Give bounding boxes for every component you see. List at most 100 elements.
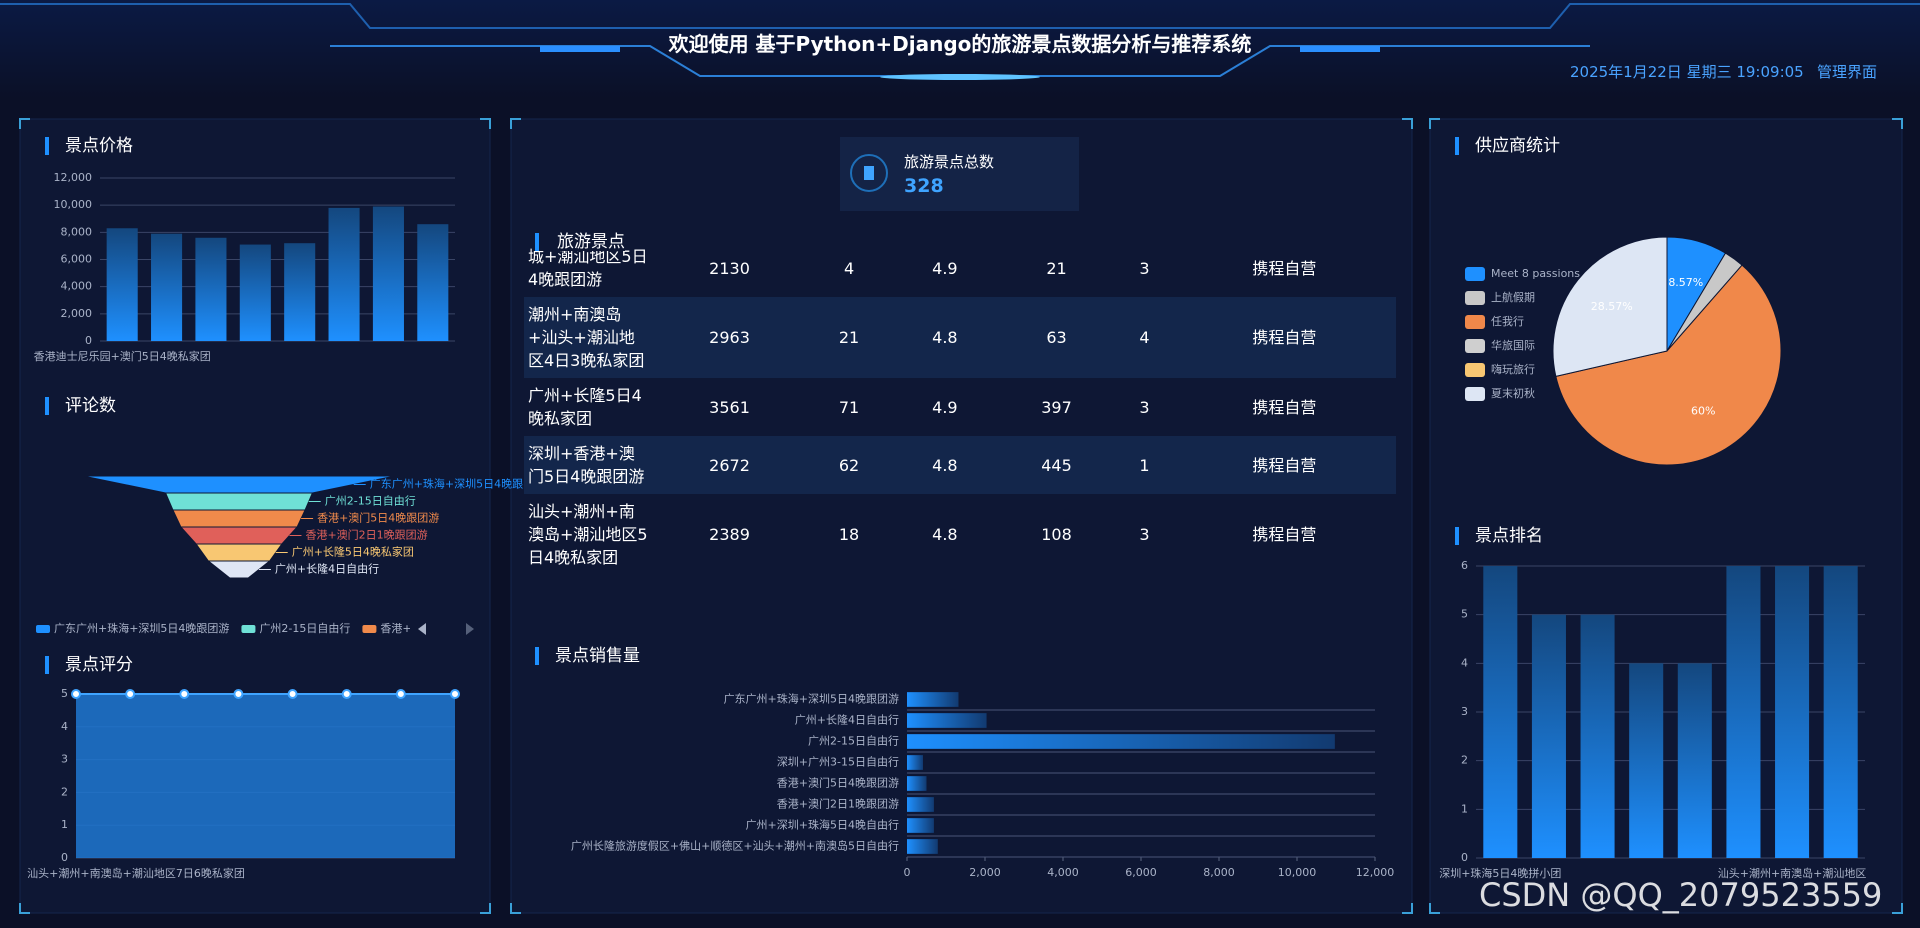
legend-label: 嗨玩旅行 <box>1491 362 1535 376</box>
table-cell: 108 <box>1041 525 1072 544</box>
bar <box>417 224 449 341</box>
funnel-label: 香港+澳门2日1晚跟团游 <box>305 528 427 542</box>
table-cell: 4 <box>1139 328 1150 347</box>
y-tick-label: 12,000 <box>54 171 93 184</box>
stat-value: 328 <box>904 175 944 197</box>
funnel-section <box>195 543 283 562</box>
x-tick-label: 0 <box>904 866 911 879</box>
table-cell: 2389 <box>709 525 750 544</box>
funnel-label: 广州+长隆5日4晚私家团 <box>292 545 414 559</box>
table-cell: 携程自营 <box>1252 455 1317 475</box>
y-category-label: 广州2-15日自由行 <box>808 734 899 748</box>
legend-swatch <box>1465 267 1485 281</box>
point <box>287 689 298 699</box>
legend-swatch <box>362 625 377 633</box>
table-cell: 18 <box>838 525 860 544</box>
bar <box>372 206 404 341</box>
y-tick-label: 0 <box>85 334 92 347</box>
title-marker <box>45 656 49 674</box>
point <box>233 689 244 699</box>
admin-link[interactable]: 管理界面 <box>1817 63 1878 81</box>
x-tick-label: 10,000 <box>1278 866 1317 879</box>
panel-corners <box>19 118 1903 914</box>
point <box>179 689 190 699</box>
table-title: 旅游景点 <box>535 233 625 251</box>
table-row: 广州+长隆5日4晚私家团 3561 71 4.9 397 3 携程自营 <box>524 378 1396 436</box>
y-tick-label: 5 <box>61 687 68 700</box>
table-cell: 2672 <box>709 455 750 475</box>
bar <box>907 713 987 728</box>
bar <box>328 207 360 341</box>
bar <box>284 243 316 341</box>
table-cell: 4.8 <box>932 525 958 544</box>
bar <box>1726 566 1761 858</box>
legend-swatch <box>1465 363 1485 377</box>
legend-label: 华旅国际 <box>1491 338 1535 352</box>
title-marker <box>535 647 539 665</box>
x-category-label: 深圳+珠海5日4晚拼小团 <box>1439 866 1561 880</box>
table-row: 潮州+南澳岛+汕头+潮汕地区4日3晚私家团 2963 21 4.8 63 4 携程自营 <box>524 297 1396 378</box>
legend-swatch <box>36 625 50 633</box>
y-tick-label: 10,000 <box>54 198 93 211</box>
y-tick-label: 2 <box>61 785 68 798</box>
legend-label: 香港+澳门5日4晚跟团游 <box>380 621 502 635</box>
pie-label: 28.57% <box>1591 300 1633 313</box>
legend-label: 上航假期 <box>1491 290 1535 304</box>
funnel-label: 广东广州+珠海+深圳5日4晚跟团游 <box>370 477 545 491</box>
x-tick-label: 12,000 <box>1356 866 1395 879</box>
panel-title: 评论数 <box>65 396 116 416</box>
y-category-label: 广州+深圳+珠海5日4晚自由行 <box>746 818 899 832</box>
point <box>71 689 81 699</box>
y-category-label: 广州长隆旅游度假区+佛山+顺德区+汕头+潮州+南澳岛5日自由行 <box>571 839 899 853</box>
bar <box>106 228 138 341</box>
y-tick-label: 1 <box>1461 802 1468 815</box>
bar <box>1580 614 1615 858</box>
title-marker <box>45 397 49 415</box>
legend-swatch <box>1465 387 1485 401</box>
bar <box>907 734 1335 749</box>
table-cell: 3 <box>1139 525 1150 544</box>
spot-name: 汕头+潮州+南澳岛+潮汕地区5日4晚私家团 <box>528 502 648 567</box>
y-tick-label: 6,000 <box>61 253 93 266</box>
table-cell: 21 <box>838 328 860 347</box>
table-cell: 4.8 <box>932 328 958 347</box>
y-tick-label: 4 <box>61 720 68 733</box>
y-category-label: 香港+澳门5日4晚跟团游 <box>777 776 899 790</box>
header-bg <box>0 0 1920 98</box>
bar <box>1677 663 1712 858</box>
panel <box>510 118 1413 914</box>
point <box>395 689 406 699</box>
bar <box>907 839 938 854</box>
header-frame <box>0 3 1920 29</box>
legend-label: 夏末初秋 <box>1491 386 1535 400</box>
funnel-section <box>179 526 299 545</box>
x-tick-label: 4,000 <box>1047 866 1079 879</box>
y-category-label: 香港+澳门2日1晚跟团游 <box>777 797 899 811</box>
pie-slice <box>1555 264 1782 466</box>
panel-title: 景点评分 <box>65 655 133 675</box>
title-marker <box>1455 137 1459 155</box>
bar <box>1629 663 1664 858</box>
bar <box>907 776 927 791</box>
x-category-label: 香港迪士尼乐园+澳门5日4晚私家团 <box>34 349 211 363</box>
table-cell: 携程自营 <box>1252 525 1317 544</box>
spot-table: 城+潮汕地区5日4晚跟团游 2130 4 4.9 21 3 携程自营 潮州+南澳岛+汕头+潮汕… <box>524 239 1396 575</box>
table-cell: 携程自营 <box>1252 328 1317 347</box>
y-tick-label: 2 <box>1461 754 1468 767</box>
legend-prev <box>418 623 426 635</box>
table-row: 城+潮汕地区5日4晚跟团游 2130 4 4.9 21 3 携程自营 <box>524 239 1396 297</box>
table-cell: 2130 <box>709 258 750 278</box>
point <box>341 689 352 699</box>
panel-title: 景点排名 <box>1475 526 1543 546</box>
area-fill <box>76 694 455 858</box>
y-tick-label: 3 <box>61 753 68 766</box>
funnel-section <box>172 509 306 528</box>
point <box>450 689 460 699</box>
y-tick-label: 5 <box>1461 608 1468 621</box>
point <box>125 689 136 699</box>
legend: 广东广州+珠海+深圳5日4晚跟团游广州2-15日自由行香港+澳门5日4晚跟团游香… <box>36 621 502 635</box>
table-cell: 71 <box>838 397 860 417</box>
bar <box>907 755 923 770</box>
stat-card: 旅游景点总数 328 <box>840 137 1079 211</box>
y-tick-label: 2,000 <box>61 307 93 320</box>
